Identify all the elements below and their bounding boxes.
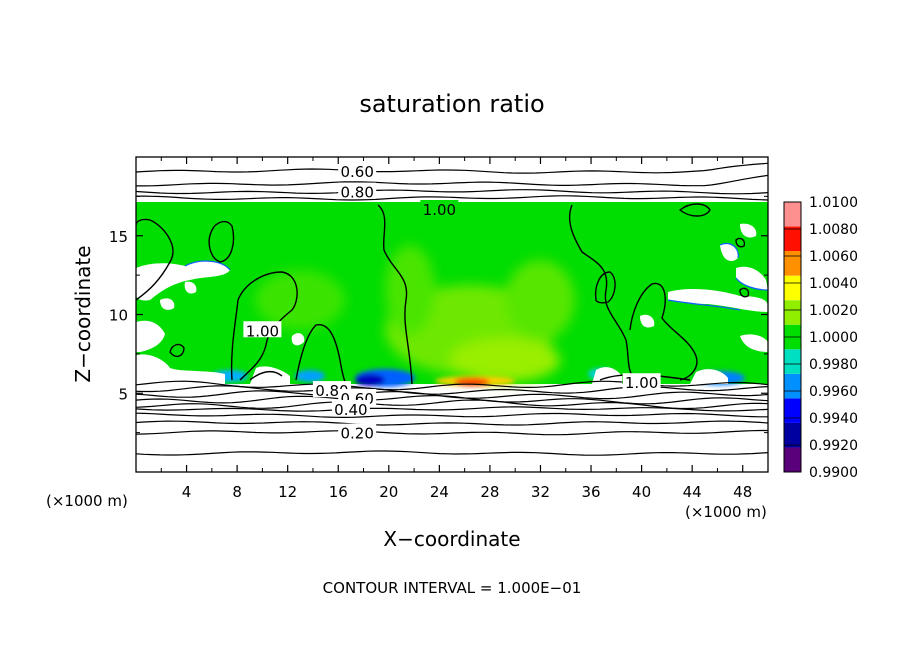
x-axis-label: X−coordinate [383,527,520,551]
colorbar-label: 0.9900 [809,465,858,481]
y-axis: 5 10 15 [109,195,768,434]
colorbar-label: 0.9960 [809,384,858,400]
colorbar-label: 0.9980 [809,357,858,373]
chart-title: saturation ratio [359,90,544,118]
background-contour-line [136,406,768,412]
plot-area [136,162,768,456]
y-unit-label: (×1000 m) [46,492,128,510]
x-tick-label: 32 [531,483,550,501]
x-tick-label: 20 [379,483,398,501]
contour-label: 1.00 [625,374,658,392]
colorbar-swatch [784,300,801,325]
x-tick-label: 44 [683,483,702,501]
contour-labels: 0.600.801.001.001.000.800.600.400.20 [243,162,661,443]
x-tick-label: 28 [480,483,499,501]
contour-label-bg [338,182,377,199]
background-contours [136,162,768,456]
x-axis: 4 8 12 16 20 24 28 32 36 40 44 48 [160,157,752,501]
cloud-contours [136,203,750,385]
colorbar-label: 1.0000 [809,330,858,346]
contour-label: 0.60 [340,163,373,181]
contour-label-bg [622,373,661,390]
background-contour-line [136,420,768,426]
background-contour-line [136,174,768,187]
x-unit-label: (×1000 m) [685,503,767,521]
background-contour-line [136,189,768,195]
contour-label: 0.20 [340,425,373,443]
unsaturated-patches [136,223,768,384]
colorbar-label: 0.9940 [809,411,858,427]
colorbar-label: 1.0100 [809,195,858,211]
colorbar-label: 0.9920 [809,438,858,454]
x-tick-label: 24 [430,483,449,501]
background-contour-line [136,399,768,410]
colorbar: 0.9900 0.9920 0.9940 0.9960 0.9980 1.0000 1.00… [783,195,858,481]
colorbar-label: 1.0080 [809,222,858,238]
background-contour-line [136,412,768,419]
colorbar-label: 1.0060 [809,249,858,265]
contour-label: 1.00 [246,322,279,340]
background-contour-line [136,450,768,456]
y-axis-label: Z−coordinate [71,245,95,382]
colorbar-swatch [784,251,801,276]
contour-label-bg [420,199,459,216]
colorbar-swatch [784,398,801,423]
x-tick-label: 4 [182,483,192,501]
supersaturation-patches [255,245,575,382]
background-contour-line [136,390,768,400]
colorbar-swatch [784,275,801,301]
colorbar-swatch [784,226,801,252]
contour-label-bg [243,321,282,338]
colorbar-swatch [784,373,801,399]
x-tick-label: 48 [733,483,752,501]
colorbar-swatch [784,202,801,227]
background-contour-line [136,162,768,174]
contour-label: 0.40 [334,401,367,419]
y-tick-label: 15 [109,228,128,246]
x-tick-label: 36 [581,483,600,501]
patch-edges [184,242,768,311]
contour-label-bg [331,400,370,416]
colorbar-swatch [784,447,801,472]
background-contour-line [136,195,768,201]
colorbar-label: 1.0020 [809,303,858,319]
colorbar-swatch [784,349,801,374]
x-tick-label: 8 [232,483,242,501]
contour-label-bg [338,423,377,440]
contour-label: 0.80 [340,184,373,202]
colorbar-label: 1.0040 [809,276,858,292]
x-tick-label: 12 [278,483,297,501]
y-tick-label: 10 [109,307,128,325]
contour-label: 1.00 [423,201,456,219]
x-tick-label: 40 [632,483,651,501]
contour-label-bg [338,162,377,179]
x-tick-label: 16 [329,483,348,501]
background-contour-line [136,429,768,436]
y-tick-label: 5 [118,385,128,403]
colorbar-swatch [784,422,801,448]
contour-interval-text: CONTOUR INTERVAL = 1.000E−01 [323,579,582,597]
background-contour-line [136,380,768,391]
